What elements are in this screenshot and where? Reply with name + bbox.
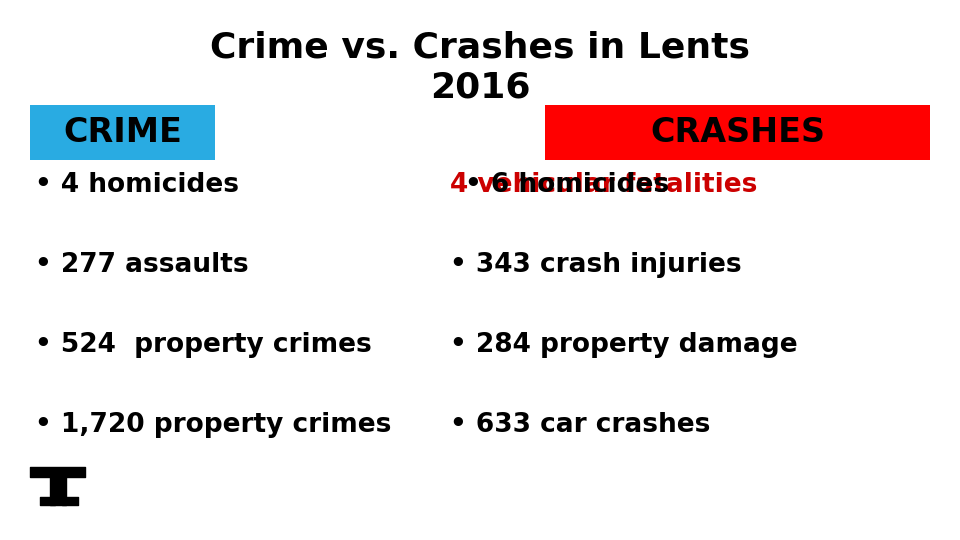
Text: • 277 assaults: • 277 assaults [35,252,249,278]
Text: 2016: 2016 [430,70,530,104]
Text: • 524  property crimes: • 524 property crimes [35,332,372,358]
FancyBboxPatch shape [30,105,215,160]
Text: Crime vs. Crashes in Lents: Crime vs. Crashes in Lents [210,30,750,64]
FancyBboxPatch shape [545,105,930,160]
Text: • 1,720 property crimes: • 1,720 property crimes [35,412,392,438]
Text: CRASHES: CRASHES [650,116,825,149]
Text: • 4 homicides: • 4 homicides [35,172,239,198]
Text: • 343 crash injuries: • 343 crash injuries [450,252,742,278]
Text: • 284 property damage: • 284 property damage [450,332,798,358]
Text: CRIME: CRIME [63,116,182,149]
Text: 4 vehicular fatalities: 4 vehicular fatalities [450,172,757,198]
Text: • 6 homicides: • 6 homicides [465,172,669,198]
Text: • 633 car crashes: • 633 car crashes [450,412,710,438]
